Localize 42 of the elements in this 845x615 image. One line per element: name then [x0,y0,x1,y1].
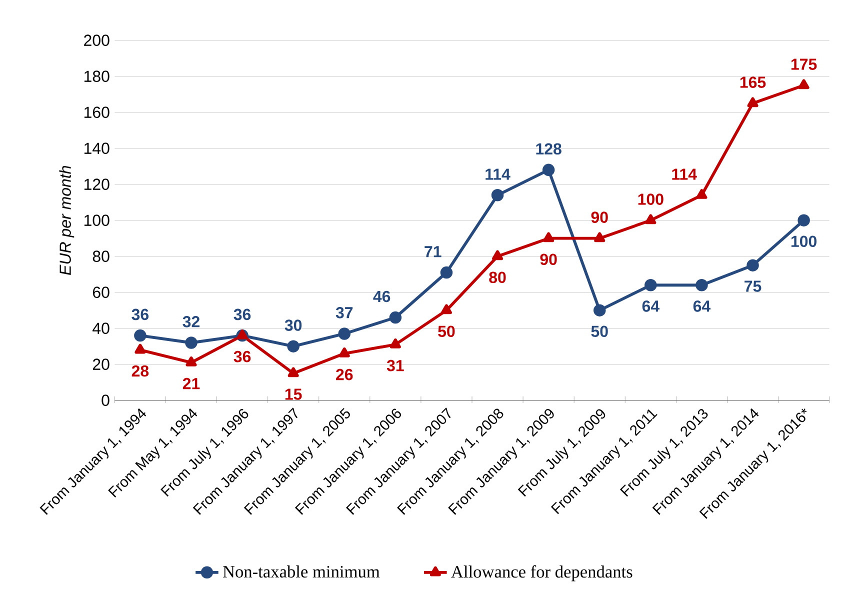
data-label: 114 [672,168,697,180]
y-tick-label: 0 [102,394,110,406]
y-tick-label: 160 [84,106,110,118]
data-label: 175 [791,58,817,70]
data-label: 165 [740,76,766,88]
y-tick-label: 140 [84,142,110,154]
data-label: 37 [336,307,353,318]
data-label: 100 [638,194,664,205]
data-label: 75 [744,280,762,292]
data-label: 100 [791,236,816,248]
data-label: 114 [486,168,510,180]
data-label: 21 [182,378,200,390]
y-tick-label: 120 [84,178,110,190]
data-label: 50 [591,326,608,338]
data-label: 36 [132,308,149,320]
data-label: 128 [536,143,562,155]
legend-label: Allowance for dependants [451,565,632,582]
data-label: 90 [591,212,608,223]
y-tick-label: 80 [92,250,110,262]
data-label: 30 [284,320,302,331]
y-tick-label: 60 [92,286,110,298]
data-label: 36 [234,350,251,362]
data-label: 50 [438,326,455,338]
data-label: 71 [424,246,442,258]
y-tick-label: 180 [84,70,110,82]
data-label: 64 [642,300,660,312]
data-label: 36 [234,308,251,320]
data-label: 28 [132,365,149,377]
y-tick-label: 20 [92,358,110,370]
data-label: 80 [489,272,506,284]
data-label: 15 [285,388,302,400]
data-label: 46 [373,290,390,302]
y-tick-label: 40 [92,322,110,334]
y-tick-label: 200 [84,34,110,46]
data-label: 64 [693,300,711,312]
data-label: 31 [386,360,404,372]
data-label: 32 [182,316,200,328]
y-tick-label: 100 [84,214,110,226]
y-axis-title: EUR per month [59,166,74,275]
data-label: 26 [336,368,353,380]
data-label: 90 [540,254,557,266]
legend-label: Non-taxable minimum [222,565,380,578]
